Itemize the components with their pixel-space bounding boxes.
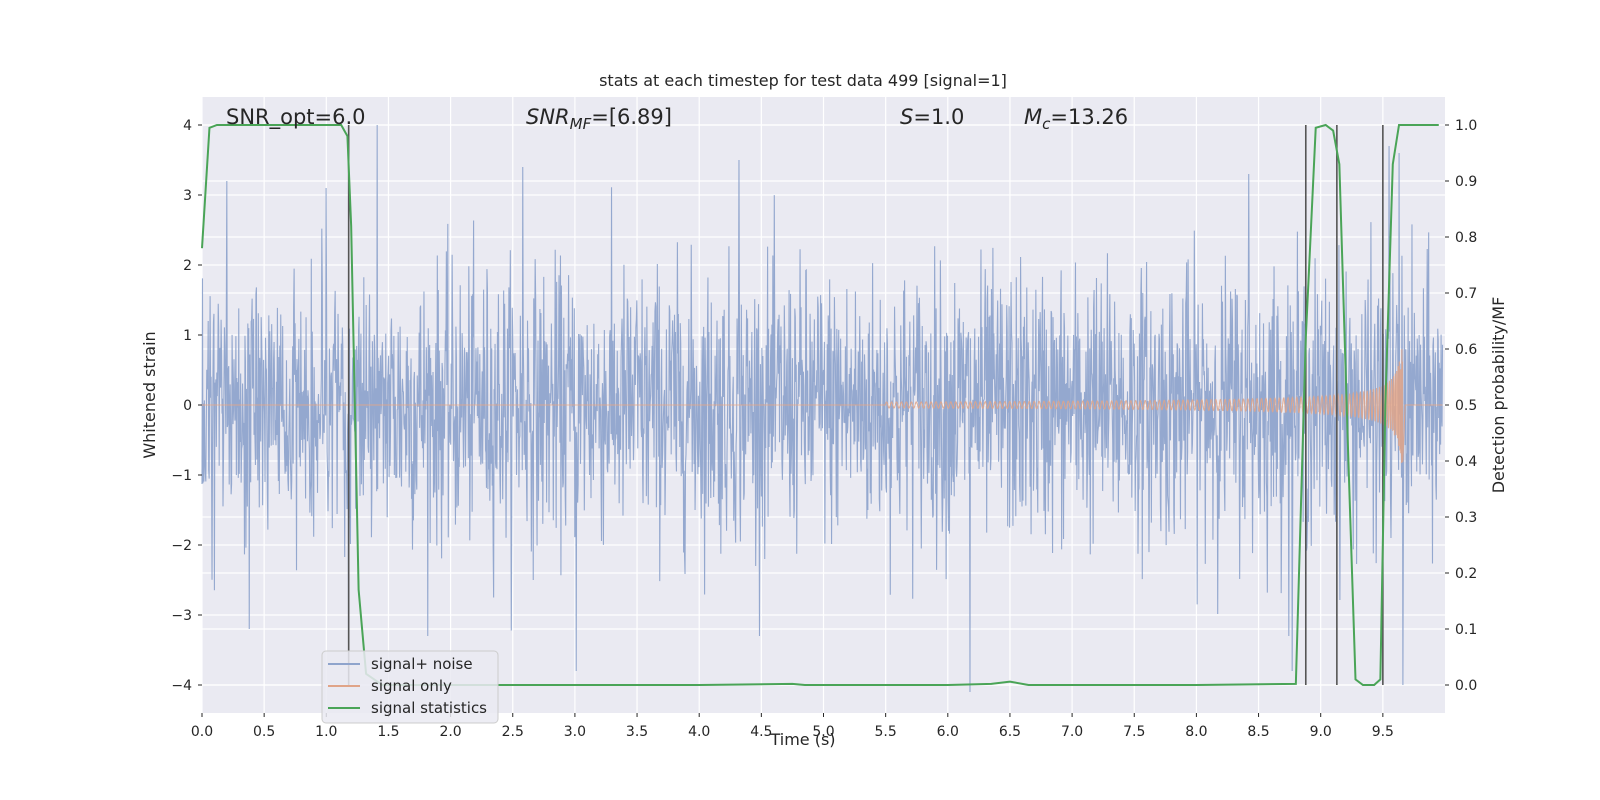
x-tick-label: 4.5 [750, 724, 772, 740]
x-tick-label: 9.5 [1372, 724, 1394, 740]
axis-ticks: 0.0 0.5 1.0 1.5 2.0 2.5 3.0 3.5 4.0 4.5 5.0 5.5 6.0 6… [171, 118, 1477, 740]
y-right-tick-label: 1.0 [1455, 118, 1477, 134]
y-right-tick-label: 0.9 [1455, 174, 1477, 190]
y-axis-label: Whitened strain [140, 331, 159, 458]
y-right-tick-label: 0.8 [1455, 230, 1477, 246]
mc-symbol: M [1024, 105, 1042, 129]
x-axis-label: Time (s) [769, 730, 835, 749]
y-right-tick-label: 0.0 [1455, 678, 1477, 694]
signal-statistics-series [201, 123, 1439, 686]
chart-title: stats at each timestep for test data 499… [599, 71, 1007, 90]
y-right-tick-label: 0.1 [1455, 622, 1477, 638]
x-tick-label: 6.0 [937, 724, 959, 740]
x-tick-label: 1.0 [315, 724, 337, 740]
legend: signal+ noise signal only signal statist… [321, 650, 499, 724]
snr-mf-symbol: SNR [526, 105, 570, 129]
x-tick-label: 8.5 [1247, 724, 1269, 740]
s-value: =1.0 [913, 105, 964, 129]
annotation-mc: Mc=13.26 [1024, 105, 1128, 133]
x-tick-label: 3.0 [564, 724, 586, 740]
x-tick-label: 8.0 [1185, 724, 1207, 740]
y-right-tick-label: 0.6 [1455, 342, 1477, 358]
x-tick-label: 4.0 [688, 724, 710, 740]
y-tick-label: −3 [171, 608, 192, 624]
y-tick-label: 1 [183, 328, 192, 344]
mc-value: =13.26 [1050, 105, 1128, 129]
y-right-tick-label: 0.2 [1455, 566, 1477, 582]
y-right-tick-label: 0.3 [1455, 510, 1477, 526]
x-tick-label: 5.0 [812, 724, 834, 740]
y-tick-label: −2 [171, 538, 192, 554]
legend-box [321, 650, 499, 724]
x-tick-label: 2.0 [439, 724, 461, 740]
signal-only-line [202, 349, 1443, 464]
signal-only-series [202, 349, 1443, 464]
x-tick-label: 0.5 [253, 724, 275, 740]
x-tick-label: 6.5 [999, 724, 1021, 740]
x-tick-label: 7.5 [1123, 724, 1145, 740]
x-tick-label: 1.5 [377, 724, 399, 740]
y-axis-right-label: Detection probability/MF [1489, 297, 1508, 494]
annotation-s: S=1.0 [900, 105, 964, 129]
x-tick-label: 2.5 [502, 724, 524, 740]
s-symbol: S [900, 105, 913, 129]
legend-label-signal-only: signal only [371, 677, 452, 695]
signal-noise-series [201, 124, 1444, 693]
y-tick-label: −1 [171, 468, 192, 484]
x-tick-label: 9.0 [1310, 724, 1332, 740]
mc-subscript: c [1042, 115, 1051, 133]
annotation-snr-mf: SNRMF=[6.89] [526, 105, 672, 133]
legend-label-signal-noise: signal+ noise [371, 655, 473, 673]
y-right-tick-label: 0.5 [1455, 398, 1477, 414]
y-tick-label: 4 [183, 118, 192, 134]
y-right-tick-label: 0.7 [1455, 286, 1477, 302]
signal-noise-line [201, 124, 1444, 693]
x-tick-label: 7.0 [1061, 724, 1083, 740]
x-tick-label: 0.0 [191, 724, 213, 740]
y-tick-label: −4 [171, 678, 192, 694]
x-tick-label: 3.5 [626, 724, 648, 740]
y-tick-label: 0 [183, 398, 192, 414]
x-tick-label: 5.5 [875, 724, 897, 740]
signal-statistics-line [201, 123, 1439, 686]
y-tick-label: 2 [183, 258, 192, 274]
snr-mf-subscript: MF [570, 115, 592, 133]
y-right-tick-label: 0.4 [1455, 454, 1477, 470]
legend-label-signal-statistics: signal statistics [371, 699, 487, 717]
y-tick-label: 3 [183, 188, 192, 204]
snr-mf-value: =[6.89] [591, 105, 672, 129]
annotation-snr-opt: SNR_opt=6.0 [226, 105, 366, 130]
vertical-lines [347, 125, 1384, 685]
